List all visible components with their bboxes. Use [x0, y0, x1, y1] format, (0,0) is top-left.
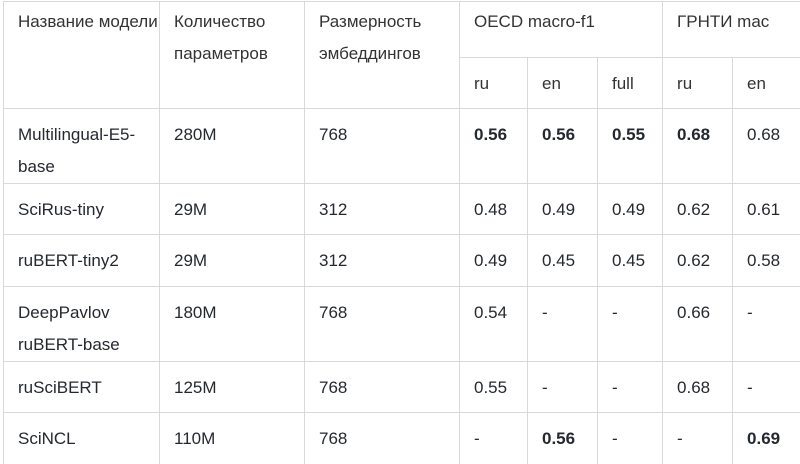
grnti-en-cell: -	[732, 286, 800, 362]
oecd-en-cell: 0.49	[527, 183, 598, 235]
oecd-en-cell: 0.56	[527, 108, 598, 184]
embed-dim-cell: 768	[304, 361, 460, 413]
grnti-ru-cell: 0.68	[662, 108, 734, 184]
subheader-grnti-en: en	[732, 57, 800, 109]
oecd-en-cell: 0.45	[527, 234, 598, 287]
grnti-ru-cell: 0.62	[662, 234, 734, 287]
embed-dim-cell: 312	[304, 234, 460, 287]
grnti-ru-cell: 0.62	[662, 183, 734, 235]
oecd-full-cell: -	[596, 361, 664, 413]
oecd-ru-cell: 0.56	[459, 108, 528, 184]
params-cell: 29M	[159, 234, 305, 287]
embed-dim-cell: 768	[304, 412, 460, 464]
params-cell: 29M	[159, 183, 305, 235]
grnti-en-cell: 0.58	[732, 234, 800, 287]
subheader-grnti-ru: ru	[662, 57, 734, 109]
oecd-full-cell: -	[596, 286, 664, 362]
model-name-cell: ruSciBERT	[3, 361, 160, 413]
table-row: DeepPavlov ruBERT-base 180M 768 0.54- -0.66-	[3, 286, 800, 362]
oecd-full-cell: 0.45	[596, 234, 664, 287]
model-name-cell: SciRus-tiny	[3, 183, 160, 235]
model-name-cell: Multilingual-E5-base	[3, 108, 160, 184]
table-row: ruSciBERT 125M 768 0.55- -0.68-	[3, 361, 800, 413]
grnti-ru-cell: -	[662, 412, 734, 464]
subheader-oecd-ru: ru	[459, 57, 528, 109]
oecd-full-cell: 0.55	[596, 108, 664, 184]
grnti-en-cell: -	[732, 361, 800, 413]
model-name-cell: DeepPavlov ruBERT-base	[3, 286, 160, 362]
header-params: Количество параметров	[159, 1, 305, 109]
oecd-ru-cell: 0.49	[459, 234, 528, 287]
grnti-en-cell: 0.69	[732, 412, 800, 464]
table-body: Multilingual-E5-base 280M 768 0.56 0.56 0.55 0…	[3, 108, 800, 464]
embed-dim-cell: 312	[304, 183, 460, 235]
results-table: Название модели Количество параметров Ра…	[3, 1, 800, 464]
table-row: Multilingual-E5-base 280M 768 0.56 0.56 0.55 0…	[3, 108, 800, 184]
embed-dim-cell: 768	[304, 108, 460, 184]
grnti-en-cell: 0.68	[732, 108, 800, 184]
oecd-ru-cell: 0.54	[459, 286, 528, 362]
table-row: SciNCL 110M 768-0.56- -0.69	[3, 412, 800, 464]
grnti-ru-cell: 0.66	[662, 286, 734, 362]
oecd-full-cell: -	[596, 412, 664, 464]
params-cell: 180M	[159, 286, 305, 362]
header-oecd: OECD macro-f1	[458, 1, 664, 58]
grnti-en-cell: 0.61	[732, 183, 800, 235]
model-name-cell: ruBERT-tiny2	[3, 234, 160, 287]
model-name-cell: SciNCL	[3, 412, 160, 464]
header-model-name: Название модели	[3, 1, 160, 109]
table-row: ruBERT-tiny2 29M 312 0.49 0.45 0.45 0.62 0.58	[3, 234, 800, 287]
oecd-en-cell: -	[527, 361, 598, 413]
params-cell: 280M	[159, 108, 305, 184]
header-embed-dim: Размерность эмбеддингов	[304, 1, 460, 109]
grnti-ru-cell: 0.68	[662, 361, 734, 413]
oecd-ru-cell: 0.55	[459, 361, 528, 413]
oecd-en-cell: -	[527, 286, 598, 362]
subheader-oecd-en: en	[527, 57, 598, 109]
table-row: SciRus-tiny 29M 312 0.48 0.49 0.49 0.62 0.61	[3, 183, 800, 235]
header-grnti: ГРНТИ mac	[662, 1, 800, 58]
subheader-oecd-full: full	[596, 57, 664, 109]
embed-dim-cell: 768	[304, 286, 460, 362]
oecd-ru-cell: -	[459, 412, 528, 464]
params-cell: 110M	[159, 412, 305, 464]
params-cell: 125M	[159, 361, 305, 413]
oecd-en-cell: 0.56	[527, 412, 598, 464]
oecd-full-cell: 0.49	[596, 183, 664, 235]
oecd-ru-cell: 0.48	[459, 183, 528, 235]
